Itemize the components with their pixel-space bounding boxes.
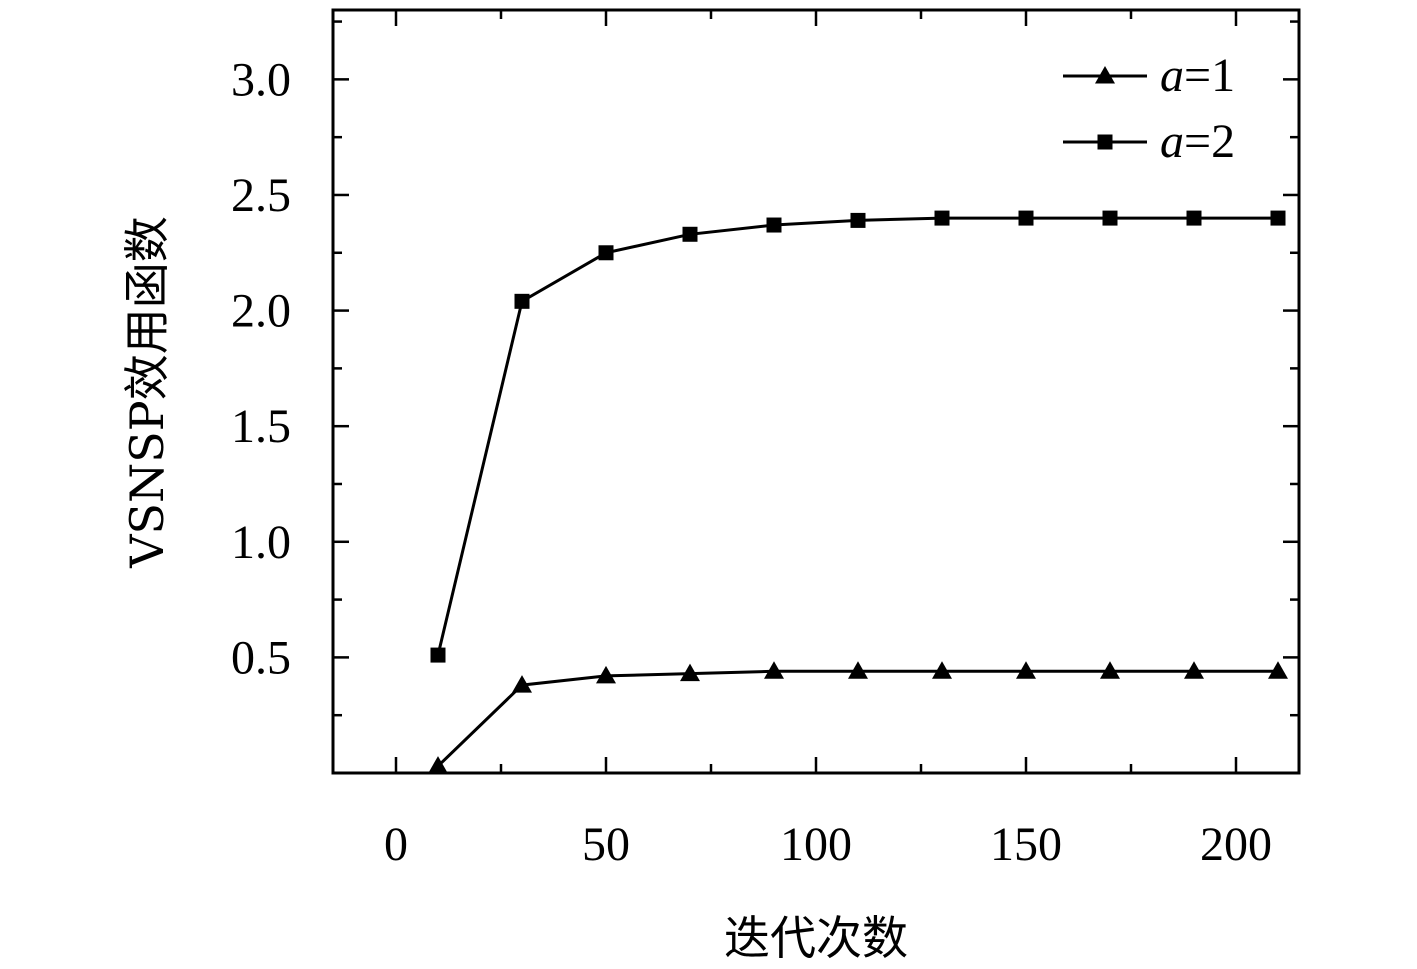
data-point-series-1 xyxy=(764,661,784,679)
data-point-series-2 xyxy=(934,210,950,226)
legend-marker-1 xyxy=(1095,66,1115,84)
data-point-series-2 xyxy=(1270,210,1286,226)
y-tick-label: 0.5 xyxy=(231,631,291,684)
x-tick-label: 150 xyxy=(990,818,1062,871)
data-point-series-2 xyxy=(766,217,782,233)
x-tick-label: 200 xyxy=(1200,818,1272,871)
data-point-series-1 xyxy=(428,756,448,774)
y-axis-title: VSNSP效用函数 xyxy=(120,216,174,568)
data-point-series-2 xyxy=(682,226,698,242)
data-point-series-1 xyxy=(848,661,868,679)
data-point-series-1 xyxy=(680,663,700,682)
y-tick-label: 1.5 xyxy=(231,400,291,453)
y-tick-label: 2.0 xyxy=(231,285,291,338)
data-point-series-2 xyxy=(430,647,446,663)
series-line-1 xyxy=(436,669,1278,768)
y-tick-label: 1.0 xyxy=(231,516,291,569)
legend-label-value: =1 xyxy=(1184,49,1235,102)
legend-label-2: a=2 xyxy=(1160,115,1235,168)
data-point-series-1 xyxy=(932,661,952,679)
y-tick-label: 2.5 xyxy=(231,169,291,222)
series-line-2 xyxy=(436,216,1278,656)
data-point-series-2 xyxy=(514,293,530,309)
data-point-series-1 xyxy=(1184,661,1204,679)
data-point-series-1 xyxy=(596,665,616,684)
data-point-series-1 xyxy=(1016,661,1036,679)
data-point-series-2 xyxy=(1186,210,1202,226)
legend-label-variable: a xyxy=(1160,115,1184,168)
data-point-series-2 xyxy=(598,245,614,261)
series-lines xyxy=(436,216,1278,768)
series-markers xyxy=(428,210,1288,774)
data-point-series-2 xyxy=(1102,210,1118,226)
y-tick-label: 3.0 xyxy=(231,53,291,106)
x-axis-title: 迭代次数 xyxy=(724,911,908,965)
data-point-series-2 xyxy=(1018,210,1034,226)
data-point-series-1 xyxy=(512,675,532,693)
data-point-series-1 xyxy=(1268,661,1288,679)
x-tick-label: 100 xyxy=(780,818,852,871)
legend-label-1: a=1 xyxy=(1160,49,1235,102)
data-point-series-2 xyxy=(850,212,866,228)
data-point-series-1 xyxy=(1100,661,1120,679)
x-tick-label: 50 xyxy=(582,818,630,871)
axis-ticks: 0.5 1.0 1.5 2.0 2.5 3.0 0 50 100 150 200 xyxy=(231,10,1299,871)
plot-frame xyxy=(331,8,1301,775)
legend-label-value: =2 xyxy=(1184,115,1235,168)
legend: a=1a=2 xyxy=(1063,49,1235,168)
legend-marker-2 xyxy=(1097,134,1113,150)
legend-label-variable: a xyxy=(1160,49,1184,102)
x-tick-label: 0 xyxy=(384,818,408,871)
